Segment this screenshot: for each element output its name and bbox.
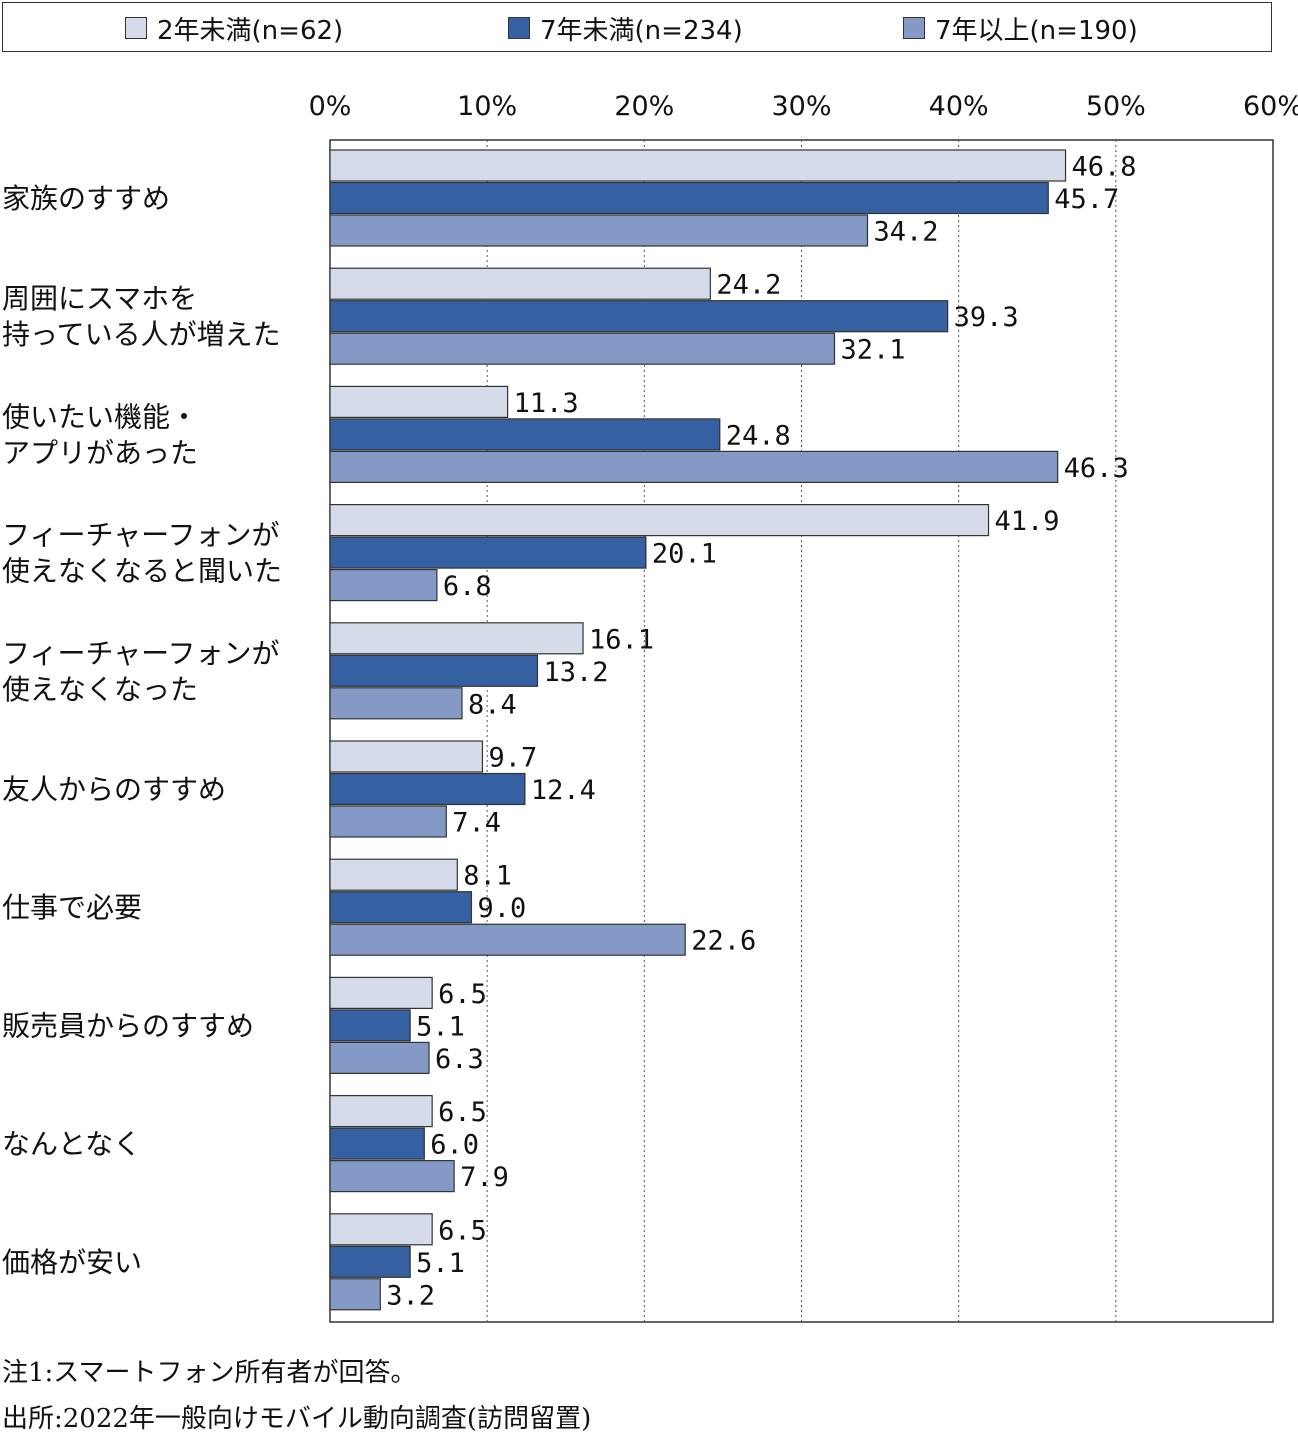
data-label: 6.3 [435,1044,484,1075]
bar [329,450,1059,483]
bar [329,858,458,891]
data-label: 6.0 [430,1130,479,1161]
legend-item-7-years-or-more: 7年以上(n=190) [903,3,1138,53]
bar [329,772,526,806]
x-tick-label: 10% [457,91,517,122]
bar [329,385,509,418]
footnote: 注1:スマートフォン所有者が回答。 [2,1358,417,1388]
data-label: 6.8 [443,571,492,602]
category-label: 仕事で必要 [2,891,142,924]
bar [329,332,836,365]
data-label: 7.9 [460,1162,509,1193]
data-label: 24.2 [716,270,781,301]
category-label: 使えなくなった [2,673,198,706]
legend-item-under-7-years: 7年未満(n=234) [508,3,743,53]
legend-item-under-2-years: 2年未満(n=62) [125,3,343,53]
category-label: アプリがあった [2,436,198,469]
data-label: 46.8 [1072,152,1137,183]
bar [329,1213,433,1246]
data-label: 20.1 [652,539,717,570]
bar [329,891,473,924]
x-tick-label: 50% [1086,91,1146,122]
category-label: なんとなく [2,1128,141,1161]
legend-swatch [125,17,147,39]
bar [329,181,1049,215]
data-label: 34.2 [874,217,939,248]
bar [329,654,539,687]
bar [329,923,686,956]
x-tick-label: 40% [929,91,989,122]
bar [329,1041,430,1075]
bar [329,536,647,569]
bar [329,1094,433,1128]
category-label: 使えなくなると聞いた [2,555,282,588]
category-label: 販売員からのすすめ [2,1009,254,1042]
bar [329,1278,381,1311]
category-label: フィーチャーフォンが [2,637,279,670]
data-label: 8.1 [463,861,512,892]
data-label: 6.5 [438,979,487,1010]
source-note: 出所:2022年一般向けモバイル動向調査(訪問留置) [2,1404,592,1434]
bar [329,267,711,300]
data-label: 9.7 [488,743,537,774]
data-label: 16.1 [589,624,654,655]
category-label: 持っている人が増えた [2,318,281,351]
x-tick-label: 30% [771,91,831,122]
bar [329,214,869,247]
bar [329,1127,425,1160]
bar [329,976,433,1010]
category-label: 使いたい機能・ [2,400,198,433]
data-label: 9.0 [477,893,526,924]
x-tick-label: 60% [1243,91,1298,122]
bar [329,504,990,537]
legend-swatch [508,17,530,39]
bar [329,418,721,451]
category-label: 友人からのすすめ [2,773,226,806]
bar [329,622,584,655]
data-label: 5.1 [416,1011,465,1042]
data-label: 13.2 [543,657,608,688]
legend-label: 7年以上(n=190) [935,15,1138,46]
data-label: 8.4 [468,689,517,720]
bar [329,740,484,773]
data-label: 5.1 [416,1248,465,1279]
data-label: 24.8 [726,420,791,451]
x-tick-label: 20% [614,91,674,122]
data-label: 6.5 [438,1215,487,1246]
data-label: 32.1 [841,335,906,366]
category-label: 価格が安い [2,1246,142,1279]
category-label: フィーチャーフォンが [2,519,279,552]
category-label: 家族のすすめ [2,182,170,215]
bar [329,1245,411,1278]
bar [329,687,463,720]
data-label: 7.4 [452,808,501,839]
data-label: 6.5 [438,1097,487,1128]
data-label: 45.7 [1054,184,1119,215]
data-label: 39.3 [954,302,1019,333]
data-label: 12.4 [531,775,596,806]
bar [329,149,1067,182]
data-label: 46.3 [1064,453,1129,484]
legend: 2年未満(n=62) 7年未満(n=234) 7年以上(n=190) [2,2,1272,52]
x-tick-label: 0% [309,91,352,122]
category-label: 周囲にスマホを [2,282,197,315]
legend-swatch [903,17,925,39]
bar [329,1009,411,1042]
data-label: 11.3 [514,388,579,419]
data-label: 41.9 [995,506,1060,537]
bar-chart: 0% 10% 20% 30% 40% 50% 60% 46.845.7 34.2 家族のすすめ 24… [2,91,1298,1323]
data-label: 22.6 [691,926,756,957]
bar [329,805,447,838]
bar [329,568,438,602]
legend-label: 7年未満(n=234) [540,15,743,46]
bar [329,1159,455,1193]
legend-label: 2年未満(n=62) [157,15,344,46]
bar [329,300,949,333]
data-label: 3.2 [386,1280,435,1311]
